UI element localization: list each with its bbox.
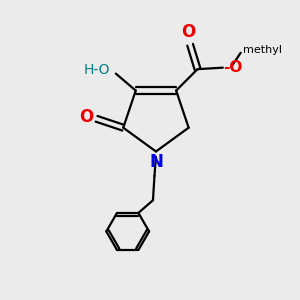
Text: -O: -O: [224, 60, 243, 75]
Text: O: O: [182, 23, 196, 41]
Text: methyl: methyl: [243, 45, 282, 55]
Text: H-O: H-O: [83, 63, 110, 77]
Text: O: O: [79, 108, 93, 126]
Text: N: N: [149, 153, 163, 171]
